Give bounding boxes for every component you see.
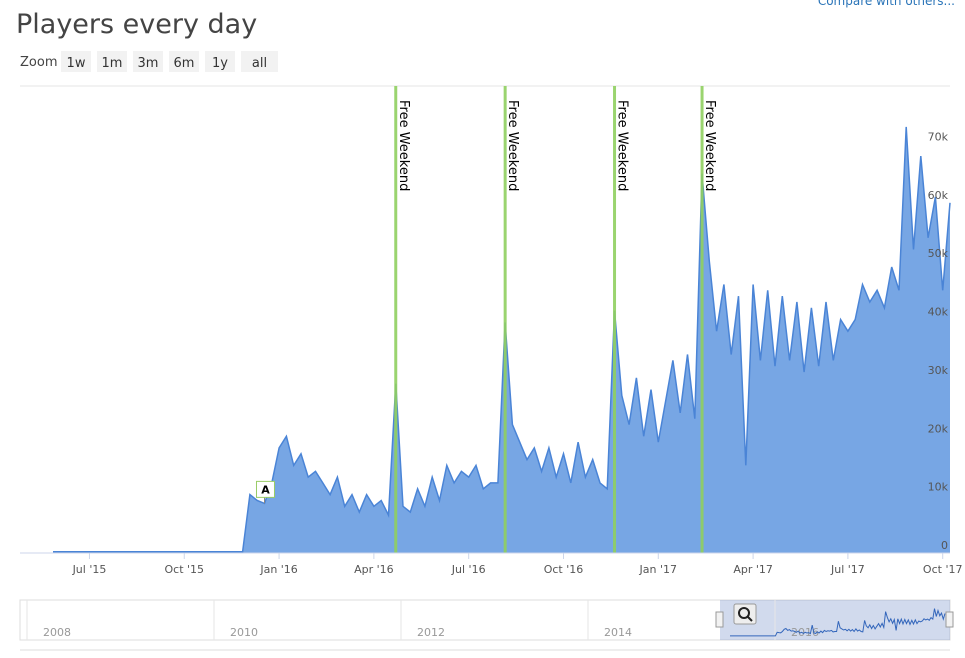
y-tick-label: 20k (928, 422, 949, 435)
y-tick-label: 40k (928, 306, 949, 319)
zoom-button[interactable] (133, 51, 163, 72)
plot-line-label: Free Weekend (505, 100, 520, 191)
zoom-button[interactable] (61, 51, 91, 72)
zoom-button[interactable] (169, 51, 199, 72)
x-tick-label: Jul '15 (72, 563, 107, 576)
zoom-button-label[interactable]: 1m (102, 56, 123, 71)
x-tick-label: Apr '17 (733, 563, 773, 576)
zoom-icon-glass (738, 607, 750, 619)
flag-label[interactable]: A (261, 483, 270, 496)
x-tick-label: Apr '16 (354, 563, 394, 576)
x-tick-label: Jul '16 (451, 563, 486, 576)
navigator-handle[interactable] (715, 611, 724, 628)
plot-line-label: Free Weekend (615, 100, 630, 191)
zoom-button-label[interactable]: 6m (174, 56, 195, 71)
navigator-tick-label: 2014 (604, 626, 632, 639)
area-fill (53, 126, 950, 554)
zoom-button-label[interactable]: all (252, 56, 267, 71)
zoom-button-label[interactable]: 3m (138, 56, 159, 71)
plot-line-label: Free Weekend (396, 100, 411, 191)
x-tick-label: Oct '15 (164, 563, 204, 576)
navigator-tick-label: 2012 (417, 626, 445, 639)
zoom-label: Zoom (20, 55, 57, 70)
zoom-icon[interactable] (733, 603, 757, 625)
zoom-icon-handle (747, 616, 753, 622)
y-tick-label: 30k (928, 364, 949, 377)
zoom-button[interactable] (205, 51, 235, 72)
x-tick-label: Jan '16 (259, 563, 297, 576)
area-line (53, 126, 951, 553)
y-tick-label: 70k (928, 130, 949, 143)
y-tick-label: 60k (928, 189, 949, 202)
zoom-button-label[interactable]: 1y (212, 56, 228, 71)
navigator-line (730, 608, 946, 637)
compare-link[interactable]: Compare with others... (818, 0, 955, 8)
y-tick-label: 10k (928, 481, 949, 494)
zoom-button[interactable] (97, 51, 127, 72)
navigator-handle[interactable] (945, 611, 954, 628)
x-tick-label: Jan '17 (639, 563, 677, 576)
navigator-tick-label: 2010 (230, 626, 258, 639)
zoom-button-label[interactable]: 1w (67, 56, 86, 71)
y-tick-label: 0 (941, 539, 948, 552)
title: Players every day (16, 9, 257, 40)
x-tick-label: Oct '16 (544, 563, 584, 576)
y-tick-label: 50k (928, 247, 949, 260)
plot-line-label: Free Weekend (702, 100, 717, 191)
navigator-tick-label: 2008 (43, 626, 71, 639)
flag[interactable] (255, 480, 275, 498)
zoom-button[interactable] (241, 51, 278, 72)
x-tick-label: Oct '17 (923, 563, 963, 576)
x-tick-label: Jul '17 (830, 563, 865, 576)
